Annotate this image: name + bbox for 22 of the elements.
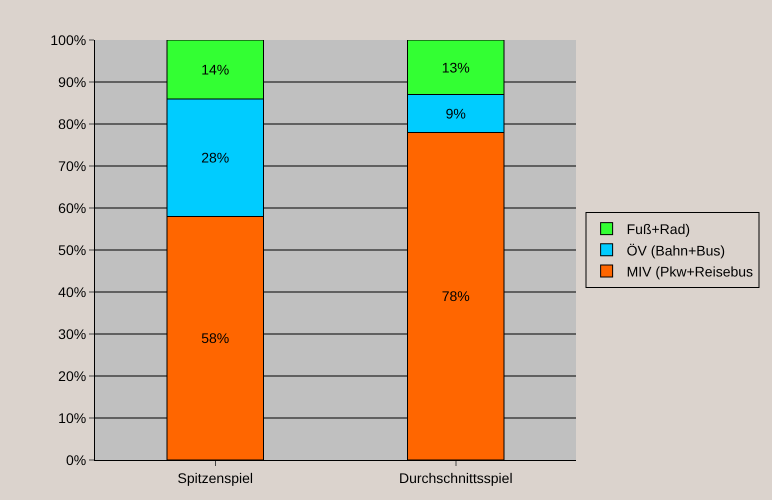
y-tick-label: 70% [58,158,86,174]
y-tick-label: 80% [58,116,86,132]
data-label: 9% [446,106,466,122]
y-tick-label: 30% [58,326,86,342]
y-tick-label: 60% [58,200,86,216]
legend-label: Fuß+Rad) [626,221,690,238]
data-label: 78% [442,288,470,304]
data-label: 13% [442,59,470,76]
x-tick-label: Durchschnittsspiel [398,470,513,486]
data-label: 14% [201,61,230,78]
data-label: 28% [201,150,230,166]
legend-label: ÖV (Bahn+Bus) [626,242,726,258]
y-tick-label: 0% [66,452,86,468]
y-tick-label: 50% [58,242,86,258]
legend-label: MIV (Pkw+Reisebus [626,263,754,280]
data-label: 58% [201,330,230,346]
y-tick-label: 90% [58,74,86,90]
y-tick-label: 20% [58,368,86,384]
y-tick-label: 10% [58,410,86,426]
x-tick-label: Spitzenspiel [178,470,253,486]
y-tick-label: 100% [50,32,86,48]
y-tick-label: 40% [58,284,86,300]
